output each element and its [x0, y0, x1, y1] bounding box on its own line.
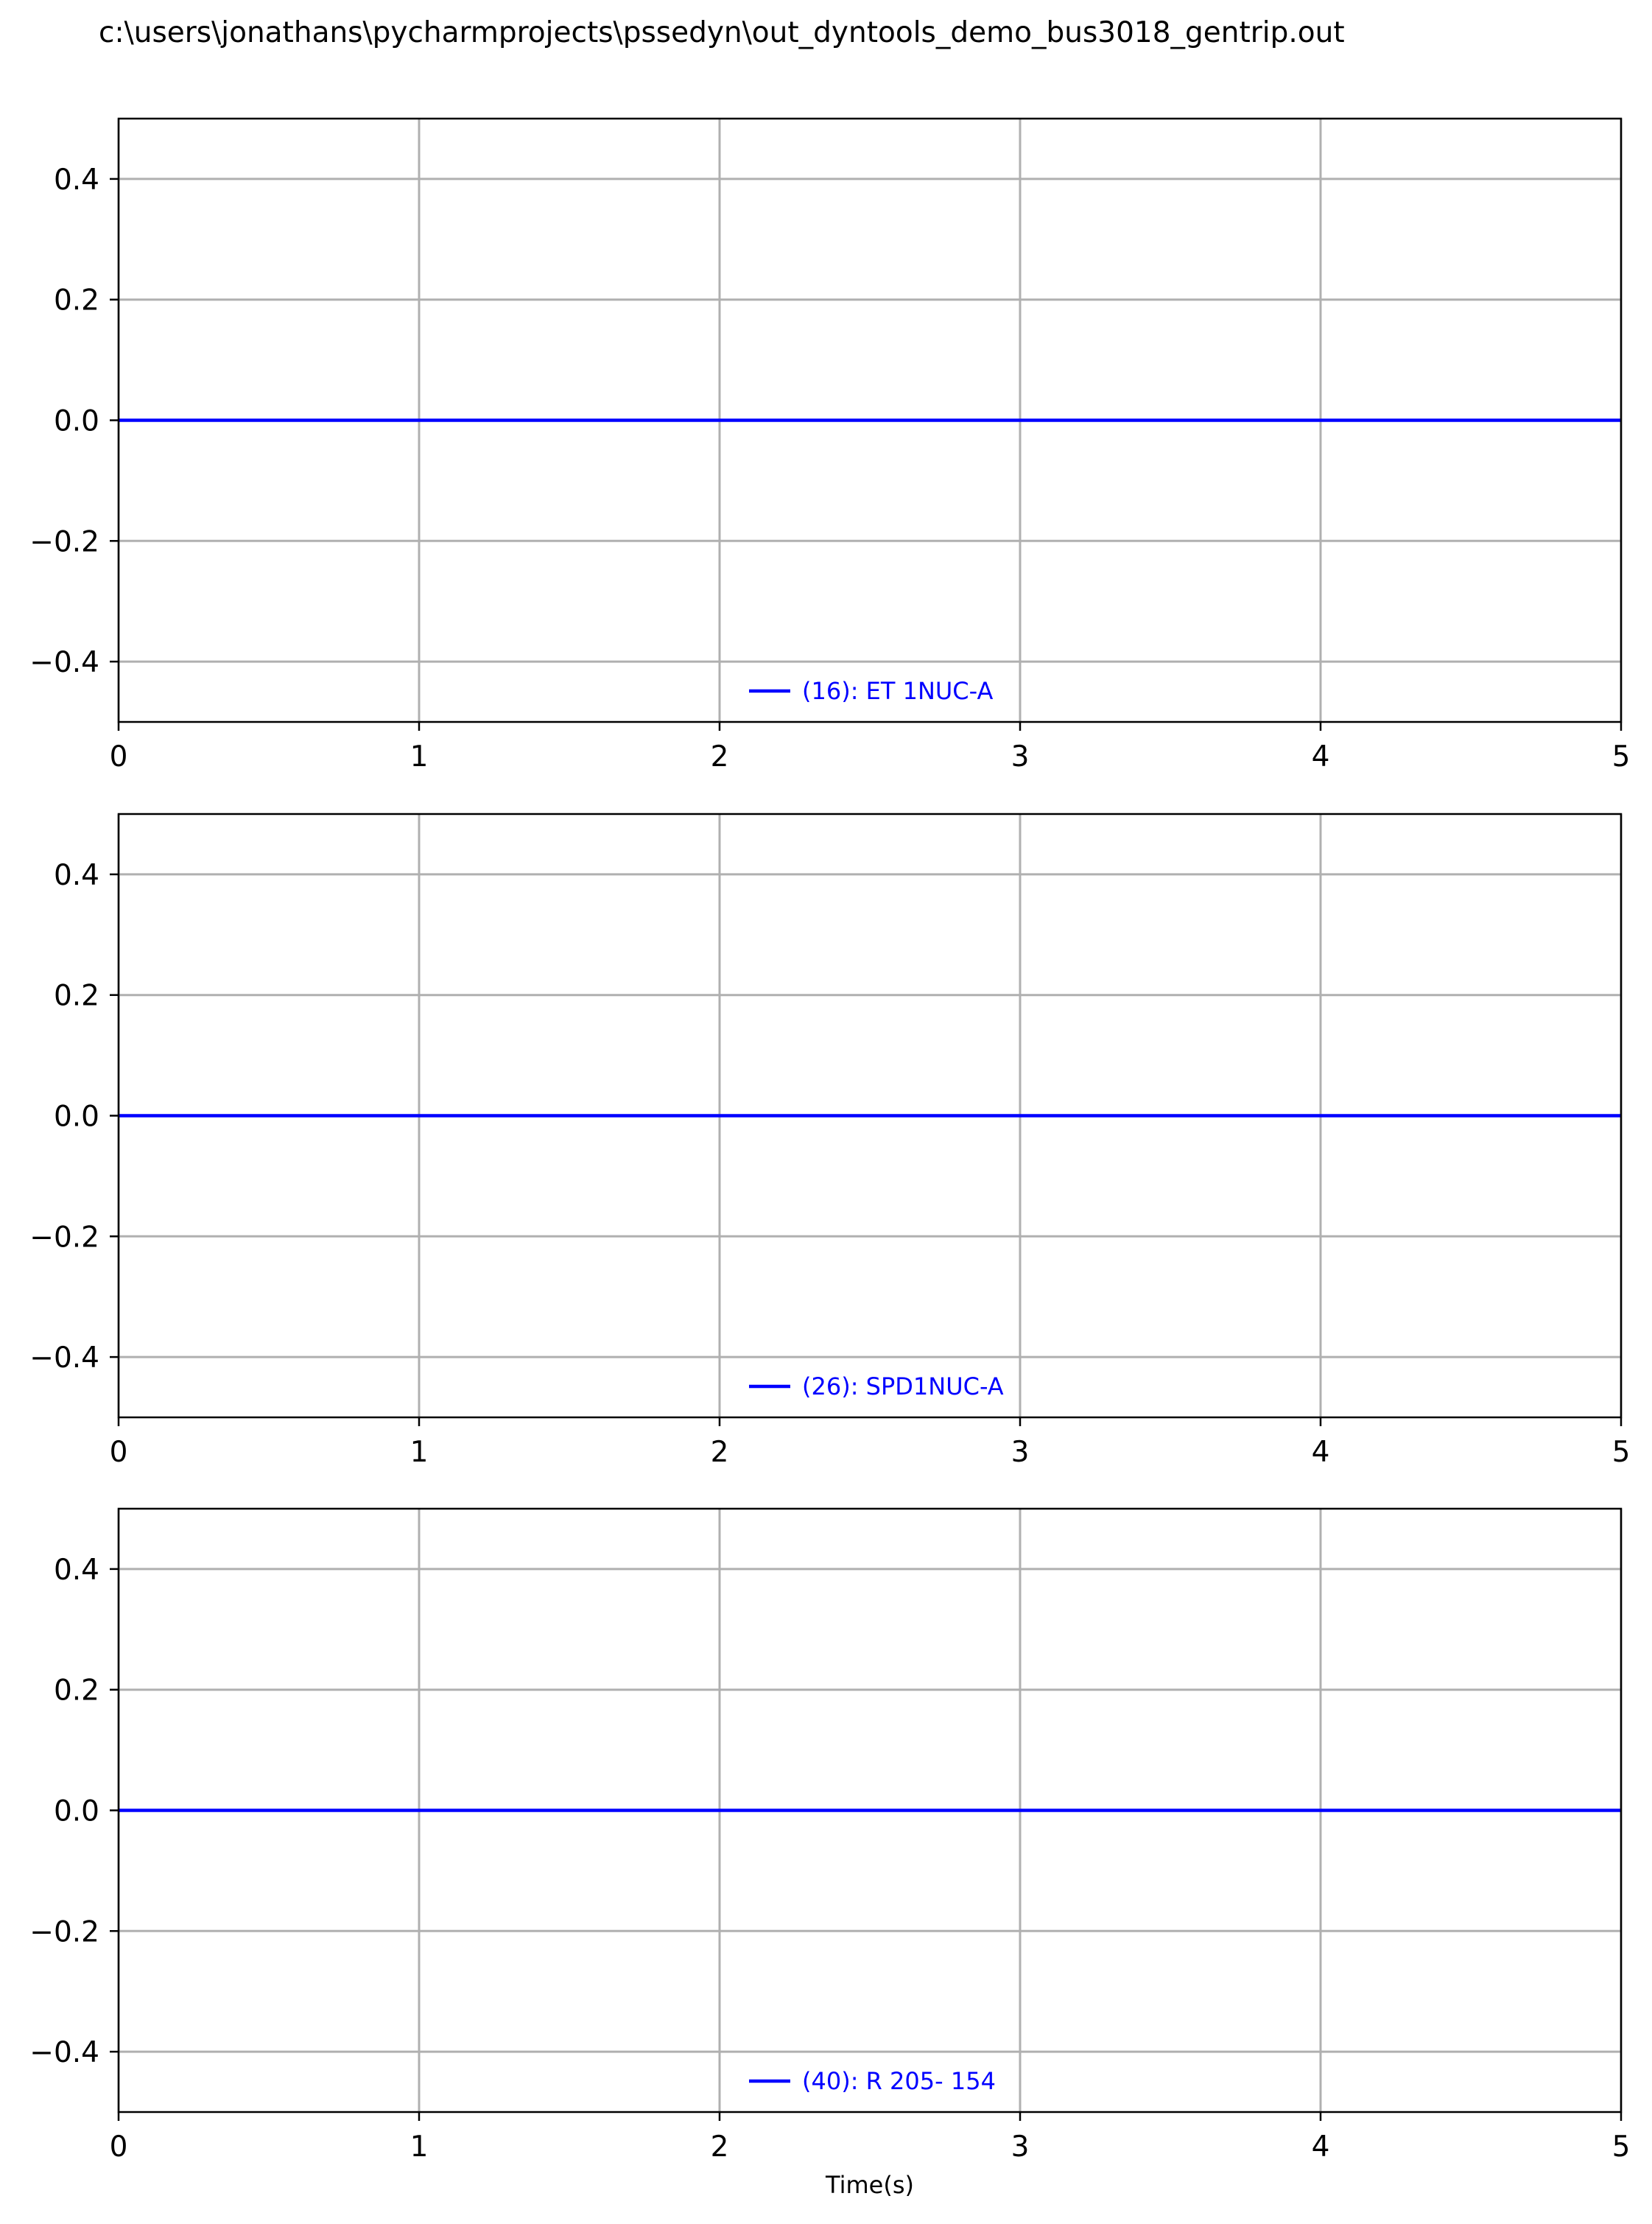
y-tick-label: 0.2: [54, 980, 99, 1013]
x-tick-label: 1: [410, 740, 429, 774]
x-tick-label: 2: [711, 740, 729, 774]
y-tick-label: −0.4: [29, 2036, 99, 2069]
x-tick-label: 0: [110, 740, 128, 774]
y-tick-label: 0.4: [54, 1554, 99, 1587]
y-tick-label: −0.4: [29, 1341, 99, 1375]
x-tick-label: 3: [1011, 740, 1030, 774]
x-tick-label: 5: [1612, 2130, 1631, 2164]
x-tick-label: 5: [1612, 740, 1631, 774]
x-tick-label: 0: [110, 1436, 128, 1469]
x-tick-label: 3: [1011, 2130, 1030, 2164]
y-tick-label: −0.2: [29, 525, 99, 558]
x-tick-label: 5: [1612, 1436, 1631, 1469]
y-tick-label: 0.0: [54, 405, 99, 438]
legend-label: (40): R 205- 154: [802, 2067, 996, 2095]
x-tick-label: 3: [1011, 1436, 1030, 1469]
y-tick-label: −0.4: [29, 646, 99, 679]
chart-panel-3: 0 1 2 3 4 5 0.4 0.2 0.0 −0.2 −0.4 (40): R 205- 154 T…: [29, 1507, 1631, 2199]
y-tick-label: −0.2: [29, 1221, 99, 1254]
legend-label: (26): SPD1NUC-A: [802, 1372, 1004, 1400]
legend-label: (16): ET 1NUC-A: [802, 677, 993, 705]
y-tick-label: 0.0: [54, 1101, 99, 1134]
chart-panel-2: 0 1 2 3 4 5 0.4 0.2 0.0 −0.2 −0.4 (26): SPD1NUC-A: [29, 813, 1631, 1469]
x-tick-label: 1: [410, 1436, 429, 1469]
x-tick-label: 2: [711, 2130, 729, 2164]
y-tick-label: 0.0: [54, 1795, 99, 1828]
y-tick-label: 0.4: [54, 164, 99, 197]
chart-panel-1: 0 1 2 3 4 5 0.4 0.2 0.0 −0.2 −0.4 (16): ET 1NUC-A: [29, 117, 1631, 774]
x-tick-label: 1: [410, 2130, 429, 2164]
x-tick-label: 2: [711, 1436, 729, 1469]
y-tick-label: 0.2: [54, 1674, 99, 1708]
y-tick-label: 0.2: [54, 284, 99, 318]
figure-title: c:\users\jonathans\pycharmprojects\pssed…: [99, 16, 1345, 49]
x-tick-label: 4: [1312, 2130, 1330, 2164]
x-tick-label: 4: [1312, 1436, 1330, 1469]
x-tick-label: 4: [1312, 740, 1330, 774]
x-tick-label: 0: [110, 2130, 128, 2164]
x-axis-label: Time(s): [825, 2171, 914, 2199]
y-tick-label: 0.4: [54, 859, 99, 892]
y-tick-label: −0.2: [29, 1915, 99, 1948]
